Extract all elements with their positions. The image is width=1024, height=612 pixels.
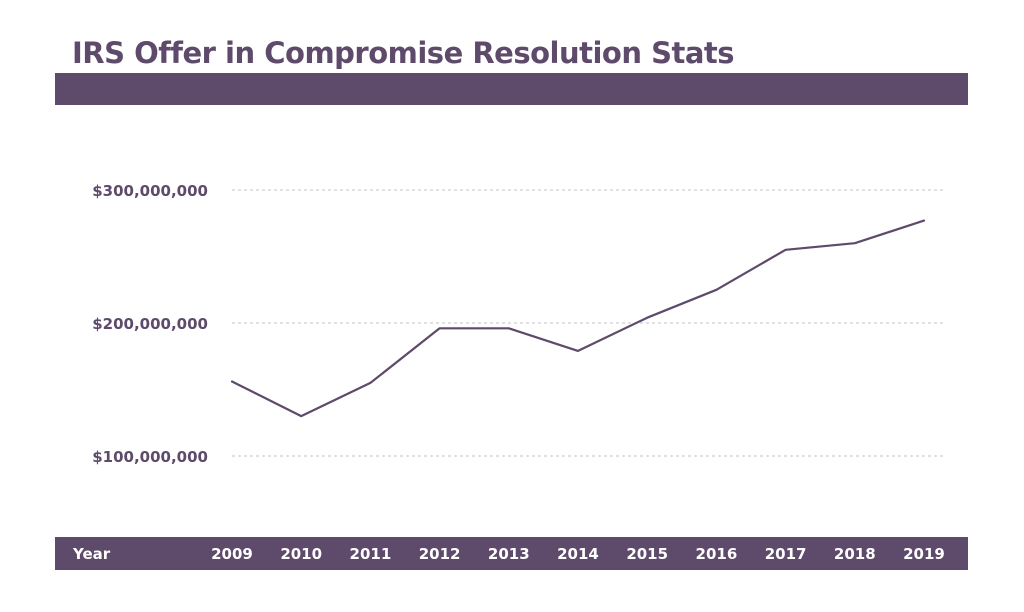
x-tick-label: 2018 (834, 545, 876, 563)
y-tick-label: $200,000,000 (92, 315, 208, 333)
y-tick-label: $300,000,000 (92, 182, 208, 200)
x-tick-label: 2015 (626, 545, 668, 563)
gridlines (232, 189, 945, 457)
x-tick-label: 2014 (557, 545, 599, 563)
y-tick-label: $100,000,000 (92, 448, 208, 466)
x-tick-label: 2013 (488, 545, 530, 563)
x-tick-label: 2019 (903, 545, 945, 563)
series-group (230, 219, 926, 418)
chart-title: IRS Offer in Compromise Resolution Stats (72, 36, 735, 70)
title-bar (55, 73, 968, 105)
x-tick-label: 2017 (765, 545, 807, 563)
y-axis-ticks: $300,000,000 $200,000,000 $100,000,000 (92, 182, 208, 466)
series-line (230, 219, 926, 418)
x-axis-label: Year (72, 545, 111, 563)
x-tick-label: 2011 (350, 545, 392, 563)
x-tick-label: 2010 (280, 545, 322, 563)
x-tick-label: 2012 (419, 545, 461, 563)
x-tick-label: 2009 (211, 545, 253, 563)
x-axis-bar (55, 537, 968, 570)
x-tick-label: 2016 (696, 545, 738, 563)
x-axis-ticks: 2009 2010 2011 2012 2013 2014 2015 2016 2017 2018… (211, 545, 945, 563)
